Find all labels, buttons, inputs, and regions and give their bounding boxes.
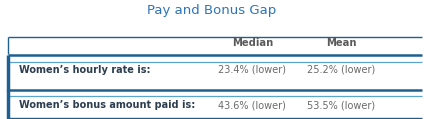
- Text: Mean: Mean: [326, 38, 357, 48]
- Text: Median: Median: [232, 38, 273, 48]
- Text: 43.6% (lower): 43.6% (lower): [218, 100, 286, 110]
- Text: Women’s hourly rate is:: Women’s hourly rate is:: [19, 65, 151, 75]
- Text: 53.5% (lower): 53.5% (lower): [307, 100, 375, 110]
- Text: Pay and Bonus Gap: Pay and Bonus Gap: [148, 4, 276, 17]
- Text: 23.4% (lower): 23.4% (lower): [218, 65, 286, 75]
- Text: 25.2% (lower): 25.2% (lower): [307, 65, 375, 75]
- Text: Women’s bonus amount paid is:: Women’s bonus amount paid is:: [19, 100, 195, 110]
